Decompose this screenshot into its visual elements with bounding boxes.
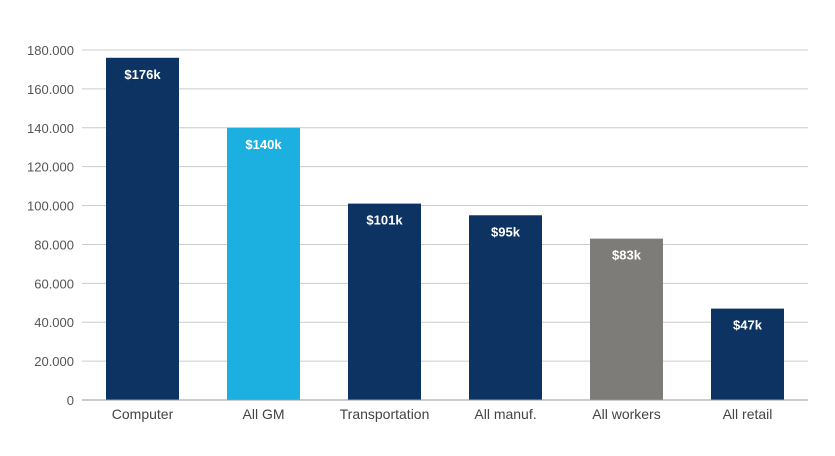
x-category-label: Computer	[112, 406, 174, 422]
bar	[348, 203, 421, 400]
gridlines	[82, 49, 808, 362]
x-category-label: All manuf.	[474, 406, 536, 422]
bar	[469, 215, 542, 400]
bar-value-label: $101k	[366, 213, 403, 228]
y-tick-label: 0	[67, 393, 74, 408]
y-tick-label: 180.000	[27, 43, 74, 58]
bar	[590, 238, 663, 400]
bar	[227, 127, 300, 401]
x-category-label: Transportation	[340, 406, 430, 422]
y-tick-label: 100.000	[27, 199, 74, 214]
bar-value-label: $95k	[491, 224, 521, 239]
bar-value-label: $47k	[733, 318, 763, 333]
y-tick-label: 160.000	[27, 82, 74, 97]
data-labels: $176k $140k $101k $95k $83k $47k	[124, 67, 762, 333]
x-category-label: All workers	[592, 406, 660, 422]
bar	[106, 57, 179, 401]
y-tick-label: 120.000	[27, 160, 74, 175]
x-axis-categories: Computer All GM Transportation All manuf. Al…	[112, 406, 773, 422]
bars	[106, 57, 784, 401]
y-tick-label: 60.000	[34, 276, 74, 291]
bar-value-label: $176k	[124, 67, 161, 82]
x-category-label: All retail	[723, 406, 773, 422]
y-tick-label: 80.000	[34, 237, 74, 252]
bar	[711, 308, 784, 400]
y-tick-label: 20.000	[34, 354, 74, 369]
bar-value-label: $83k	[612, 248, 642, 263]
bar-value-label: $140k	[245, 137, 282, 152]
y-tick-label: 140.000	[27, 121, 74, 136]
y-axis-ticks: 0 20.000 40.000 60.000 80.000 100.000 120.000 1…	[27, 43, 74, 408]
x-category-label: All GM	[243, 406, 285, 422]
y-tick-label: 40.000	[34, 315, 74, 330]
